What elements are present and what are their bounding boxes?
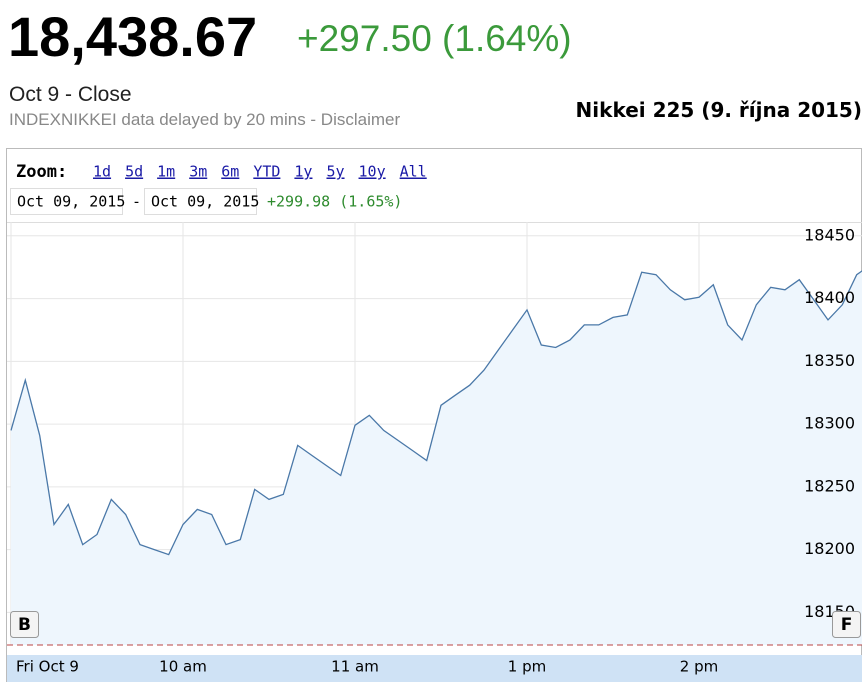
price-change: +297.50 (1.64%) <box>297 18 572 59</box>
x-tick-label: 11 am <box>331 658 379 676</box>
status: Oct 9 - Close <box>9 83 132 106</box>
zoom-option[interactable]: 1y <box>294 163 312 181</box>
y-tick-label: 18400 <box>804 288 855 307</box>
x-tick-label: 2 pm <box>680 658 718 676</box>
y-tick-label: 18350 <box>804 351 855 370</box>
source-note: INDEXNIKKEI data delayed by 20 mins - Di… <box>9 110 401 129</box>
range-change: +299.98 (1.65%) <box>267 193 402 211</box>
zoom-option[interactable]: 10y <box>359 163 386 181</box>
zoom-option[interactable]: 1d <box>93 163 111 181</box>
y-tick-label: 18200 <box>804 539 855 558</box>
chart-title: Nikkei 225 (9. října 2015) <box>575 98 862 122</box>
plot <box>7 222 862 645</box>
x-tick-label: Fri Oct 9 <box>16 658 79 676</box>
zoom-option[interactable]: YTD <box>253 163 280 181</box>
zoom-option[interactable]: 1m <box>157 163 175 181</box>
date-to[interactable]: Oct 09, 2015 <box>151 193 259 211</box>
nav-button-label[interactable]: B <box>18 615 31 635</box>
x-axis-bar <box>7 655 862 682</box>
date-separator: - <box>132 193 141 211</box>
line <box>10 270 862 556</box>
area <box>11 270 862 645</box>
zoom-option[interactable]: All <box>400 163 427 181</box>
x-tick-label: 1 pm <box>508 658 546 676</box>
y-tick-label: 18300 <box>804 414 855 433</box>
y-tick-label: 18250 <box>804 476 855 495</box>
zoom-option[interactable]: 5y <box>326 163 344 181</box>
zoom-option[interactable]: 6m <box>221 163 239 181</box>
price: 18,438.67 <box>8 5 258 68</box>
y-tick-label: 18450 <box>804 225 855 244</box>
date-input[interactable] <box>144 188 257 215</box>
date-input[interactable] <box>10 188 123 215</box>
nav-button-label[interactable]: F <box>841 615 853 635</box>
zoom-option[interactable]: 3m <box>189 163 207 181</box>
nav-button[interactable] <box>832 611 861 638</box>
zoom-option[interactable]: 5d <box>125 163 143 181</box>
date-from[interactable]: Oct 09, 2015 <box>17 193 125 211</box>
nav-button[interactable] <box>10 611 39 638</box>
x-tick-label: 10 am <box>159 658 207 676</box>
zoom-label: Zoom: <box>16 162 67 182</box>
